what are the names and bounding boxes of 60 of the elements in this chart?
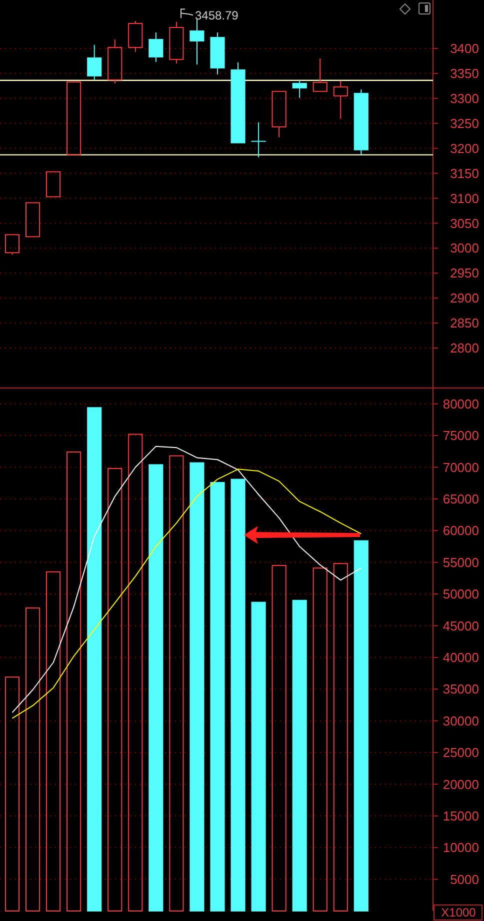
y-tick-label: 40000 (442, 650, 479, 665)
y-tick-label: 3250 (450, 116, 479, 131)
y-tick-label: 3350 (450, 66, 479, 81)
y-tick-label: 3100 (450, 190, 479, 206)
bar (128, 434, 143, 912)
y-tick-label: 45000 (442, 618, 479, 634)
y-tick-label: 3300 (450, 90, 479, 106)
bar (66, 452, 82, 912)
candlestick (333, 80, 348, 120)
candlestick (148, 32, 164, 62)
y-tick-label: 60000 (442, 523, 479, 538)
y-tick-label: 2900 (450, 290, 479, 306)
candlestick (312, 58, 328, 92)
y-tick-label: 80000 (442, 396, 479, 412)
y-tick-label: 70000 (442, 460, 479, 475)
y-tick-label: 3000 (450, 240, 479, 256)
y-tick-label: 5000 (450, 872, 479, 887)
y-tick-label: 75000 (442, 428, 479, 444)
candlestick (26, 202, 40, 238)
y-tick-label: 2850 (450, 316, 479, 331)
candlestick (46, 171, 61, 198)
bar (4, 676, 20, 912)
y-tick-label: 3200 (450, 140, 479, 156)
bar (272, 565, 286, 912)
bar (230, 478, 246, 912)
bar (333, 563, 348, 912)
candlestick (190, 18, 204, 65)
bar (210, 482, 225, 912)
y-tick-label: 65000 (442, 491, 479, 506)
bar (292, 600, 307, 912)
y-tick-label: 2950 (450, 266, 479, 281)
bar (190, 462, 204, 912)
annotation: 3458.79 (194, 8, 239, 22)
y-tick-label: 3050 (450, 216, 479, 231)
candlestick (250, 122, 266, 158)
bar (354, 540, 368, 912)
candlestick (66, 81, 82, 156)
y-tick-label: 15000 (442, 808, 479, 824)
y-tick-label: 3400 (450, 40, 479, 56)
bar (26, 607, 40, 912)
bar (87, 407, 102, 912)
y-tick-label: 35000 (442, 682, 479, 697)
bar (251, 602, 266, 912)
y-tick-label: 10000 (442, 840, 479, 856)
y-tick-label: 3150 (450, 166, 479, 181)
bar (108, 468, 122, 912)
y-tick-label: 30000 (442, 713, 479, 728)
y-tick-label: 55000 (442, 554, 479, 570)
candlestick (272, 90, 286, 138)
bar (46, 571, 61, 912)
y-tick-label: 50000 (442, 586, 479, 602)
y-tick-label: 25000 (442, 745, 479, 760)
y-tick-label: 20000 (442, 776, 479, 792)
candlestick (210, 32, 225, 75)
candlestick (230, 62, 246, 144)
bar (169, 455, 184, 912)
bar (312, 568, 328, 912)
y-tick-label: 2800 (450, 340, 479, 356)
text: X1000 (441, 906, 476, 920)
bar (148, 464, 164, 912)
